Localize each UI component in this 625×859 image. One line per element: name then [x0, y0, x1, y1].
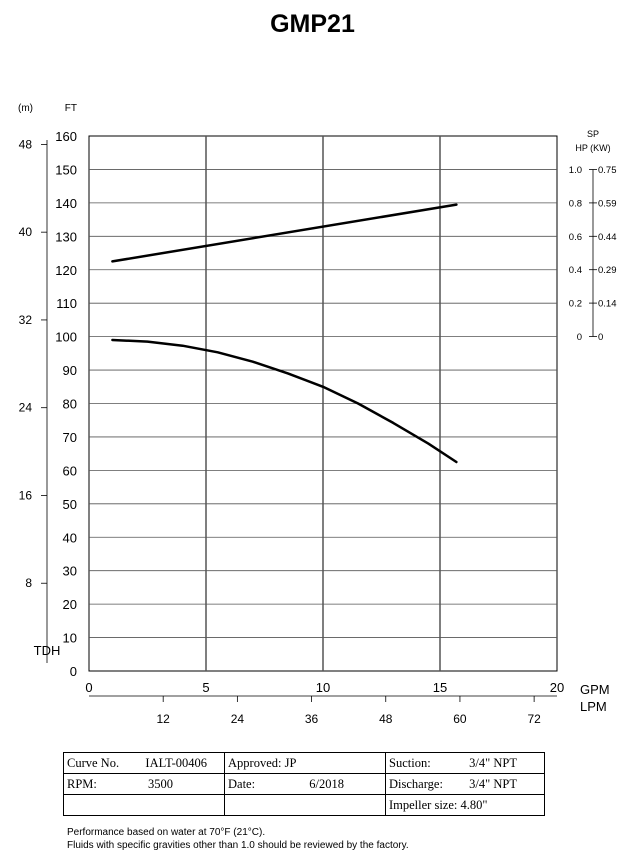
y-tick-label: 120 [55, 263, 77, 278]
lpm-tick-label: 12 [157, 712, 171, 726]
y-tick-label: 80 [63, 397, 77, 412]
hp-tick-label: 0 [577, 332, 582, 343]
y-axis-label: FT [65, 103, 77, 114]
hp-tick-label: 0.2 [569, 299, 582, 310]
meters-tick-label: 32 [19, 313, 33, 327]
y-tick-label: 30 [63, 564, 77, 579]
date-value: 6/2018 [309, 776, 344, 791]
meters-tick-label: 24 [19, 401, 33, 415]
discharge-value: 3/4" NPT [469, 776, 517, 791]
hp-tick-label: 0.8 [569, 198, 582, 209]
kw-tick-label: 0.29 [598, 265, 617, 276]
y-tick-label: 160 [55, 129, 77, 144]
rpm-value: 3500 [148, 776, 173, 791]
x-tick-label: 10 [316, 680, 330, 695]
pump-performance-chart: 0102030405060708090100110120130140150160… [18, 103, 617, 726]
y-tick-label: 90 [63, 363, 77, 378]
kw-tick-label: 0 [598, 332, 603, 343]
note-line-1: Performance based on water at 70°F (21°C… [67, 827, 266, 838]
y-tick-label: 100 [55, 330, 77, 345]
x-tick-label: 0 [85, 680, 92, 695]
suction-value: 3/4" NPT [469, 755, 517, 770]
lpm-tick-label: 60 [453, 712, 467, 726]
y-tick-label: 20 [63, 597, 77, 612]
meters-tick-label: 48 [19, 137, 33, 151]
lpm-tick-label: 24 [231, 712, 245, 726]
lpm-tick-label: 36 [305, 712, 319, 726]
empty-cell-left [63, 794, 225, 816]
meters-tick-label: 16 [19, 488, 33, 502]
y-tick-label: 10 [63, 631, 77, 646]
y-tick-label: 110 [56, 296, 77, 311]
meters-tick-label: 40 [19, 225, 33, 239]
y-tick-label: 60 [63, 463, 77, 478]
kw-tick-label: 0.59 [598, 198, 617, 209]
x-axis-label: GPM [580, 682, 610, 697]
empty-cell-middle [224, 794, 386, 816]
power-axis-label-sp: SP [587, 129, 599, 139]
y-tick-label: 70 [63, 430, 77, 445]
rpm-label: RPM: [67, 776, 97, 791]
curve-info-table: Curve No. IALT-00406 Approved: JP Suction… [63, 752, 545, 816]
approved-label: Approved: [228, 755, 282, 770]
kw-tick-label: 0.44 [598, 232, 617, 243]
kw-tick-label: 0.75 [598, 165, 617, 176]
note-line-2: Fluids with specific gravities other tha… [67, 840, 409, 851]
hp-tick-label: 0.6 [569, 232, 582, 243]
impeller-value: 4.80" [460, 797, 488, 812]
kw-tick-label: 0.14 [598, 299, 617, 310]
y-tick-label: 140 [55, 196, 77, 211]
hp-tick-label: 0.4 [569, 265, 582, 276]
x-tick-label: 15 [433, 680, 447, 695]
y-tick-label: 40 [63, 530, 77, 545]
date-label: Date: [228, 776, 256, 791]
y-tick-label: 0 [70, 664, 77, 679]
hp-tick-label: 1.0 [569, 165, 582, 176]
performance-notes: Performance based on water at 70°F (21°C… [67, 826, 409, 852]
x-tick-label: 20 [550, 680, 564, 695]
chart-title: GMP21 [270, 10, 355, 38]
lpm-tick-label: 48 [379, 712, 393, 726]
power-axis-label-hp-kw: HP (KW) [575, 143, 610, 153]
x-axis-secondary-label: LPM [580, 699, 607, 714]
curve-no-value: IALT-00406 [145, 755, 207, 770]
suction-label: Suction: [389, 755, 431, 770]
lpm-tick-label: 72 [527, 712, 541, 726]
x-tick-label: 5 [202, 680, 209, 695]
discharge-label: Discharge: [389, 776, 443, 791]
power-curve [111, 203, 458, 263]
curve-no-label: Curve No. [67, 755, 120, 770]
y-tick-label: 130 [55, 229, 77, 244]
meters-axis-label: (m) [18, 103, 33, 114]
impeller-label: Impeller size: [389, 797, 458, 812]
y-tick-label: 50 [63, 497, 77, 512]
y-tick-label: 150 [55, 162, 77, 177]
approved-value: JP [284, 755, 297, 770]
head-capacity-curve [111, 338, 458, 464]
meters-tick-label: 8 [25, 576, 32, 590]
